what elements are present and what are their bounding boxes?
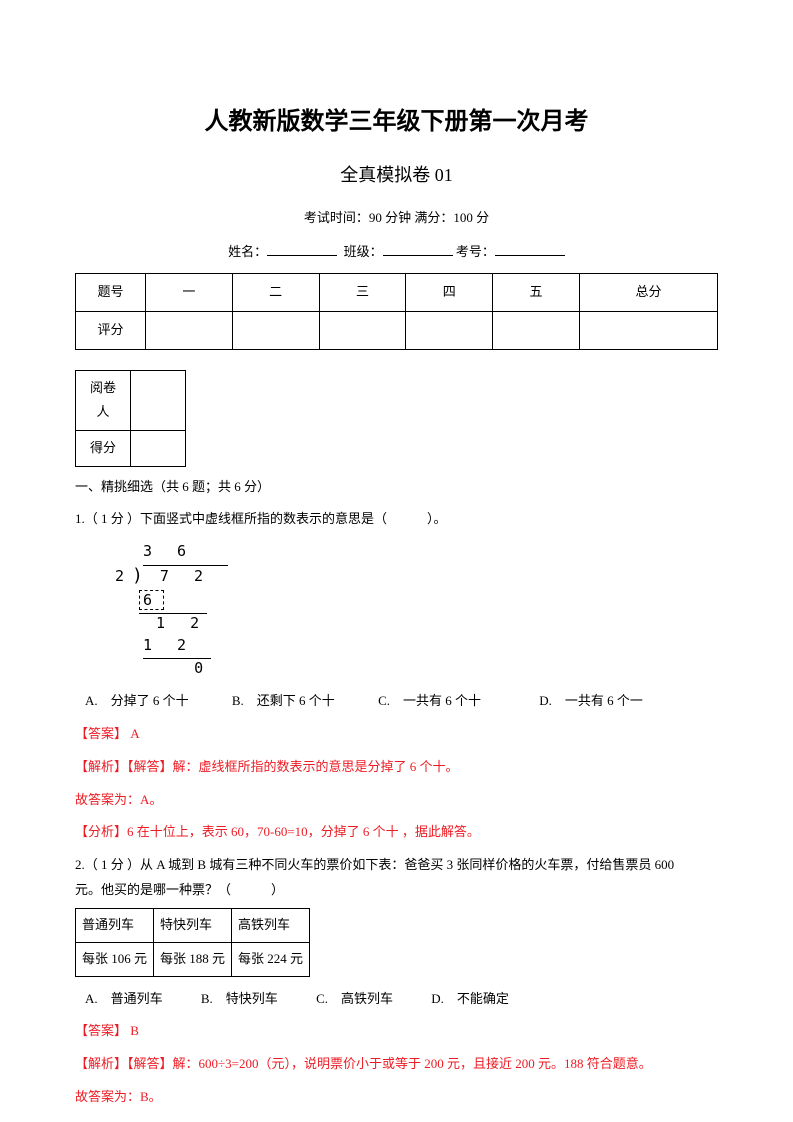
price-table: 普通列车 特快列车 高铁列车 每张 106 元 每张 188 元 每张 224 … <box>75 908 310 976</box>
cell-label: 评分 <box>76 311 146 349</box>
option-d: D. 一共有 6 个一 <box>539 693 643 708</box>
exam-info: 考试时间：90 分钟 满分：100 分 <box>75 206 718 231</box>
table-row: 评分 <box>76 311 718 349</box>
cell-label: 题号 <box>76 274 146 312</box>
dashed-box: 6 <box>139 590 164 610</box>
cell: 每张 188 元 <box>154 942 232 976</box>
cell <box>131 430 186 466</box>
cell: 总分 <box>579 274 717 312</box>
cell: 四 <box>406 274 493 312</box>
cell: 二 <box>232 274 319 312</box>
question-1: 1.（ 1 分 ）下面竖式中虚线框所指的数表示的意思是（ ）。 <box>75 507 718 532</box>
q1-options: A. 分掉了 6 个十 B. 还剩下 6 个十 C. 一共有 6 个十 D. 一… <box>85 689 718 714</box>
table-row: 题号 一 二 三 四 五 总分 <box>76 274 718 312</box>
class-blank <box>383 242 453 256</box>
page-subtitle: 全真模拟卷 01 <box>75 158 718 192</box>
cell: 一 <box>146 274 233 312</box>
class-label: 班级： <box>344 244 383 259</box>
table-row: 普通列车 特快列车 高铁列车 <box>76 909 310 943</box>
table-row: 每张 106 元 每张 188 元 每张 224 元 <box>76 942 310 976</box>
option-b: B. 还剩下 6 个十 <box>232 693 335 708</box>
cell: 每张 106 元 <box>76 942 154 976</box>
cell: 特快列车 <box>154 909 232 943</box>
page-title: 人教新版数学三年级下册第一次月考 <box>75 100 718 146</box>
division-diagram: 3 6 2) 7 2 6 1 2 1 2 0 <box>115 540 718 680</box>
q1-explain3: 【分析】6 在十位上，表示 60，70-60=10，分掉了 6 个十 ，据此解答… <box>75 820 718 845</box>
cell <box>579 311 717 349</box>
cell: 普通列车 <box>76 909 154 943</box>
q2-text1: 2.（ 1 分 ）从 A 城到 B 城有三种不同火车的票价如下表：爸爸买 3 张… <box>75 853 718 878</box>
q1-explain2: 故答案为：A。 <box>75 788 718 813</box>
q2-options: A. 普通列车 B. 特快列车 C. 高铁列车 D. 不能确定 <box>85 987 718 1012</box>
q1-text: 1.（ 1 分 ）下面竖式中虚线框所指的数表示的意思是（ <box>75 511 387 526</box>
option-a: A. 普通列车 <box>85 991 163 1006</box>
cell: 每张 224 元 <box>232 942 310 976</box>
name-blank <box>267 242 337 256</box>
question-2: 2.（ 1 分 ）从 A 城到 B 城有三种不同火车的票价如下表：爸爸买 3 张… <box>75 853 718 902</box>
option-c: C. 一共有 6 个十 <box>378 693 481 708</box>
q2-explain2: 故答案为：B。 <box>75 1085 718 1110</box>
score-table: 题号 一 二 三 四 五 总分 评分 <box>75 273 718 349</box>
cell: 五 <box>493 274 580 312</box>
cell <box>406 311 493 349</box>
cell: 高铁列车 <box>232 909 310 943</box>
option-b: B. 特快列车 <box>201 991 278 1006</box>
cell <box>131 370 186 430</box>
q2-answer: 【答案】 B <box>75 1019 718 1044</box>
cell <box>146 311 233 349</box>
q2-explain1: 【解析】【解答】解：600÷3=200（元），说明票价小于或等于 200 元，且… <box>75 1052 718 1077</box>
q1-answer: 【答案】 A <box>75 722 718 747</box>
number-label: 考号： <box>456 244 495 259</box>
cell: 得分 <box>76 430 131 466</box>
cell <box>493 311 580 349</box>
cell: 阅卷人 <box>76 370 131 430</box>
section-header: 一、精挑细选（共 6 题；共 6 分） <box>75 475 718 500</box>
q1-text-end: ）。 <box>427 511 447 526</box>
cell <box>232 311 319 349</box>
cell: 三 <box>319 274 406 312</box>
cell <box>319 311 406 349</box>
number-blank <box>495 242 565 256</box>
option-c: C. 高铁列车 <box>316 991 393 1006</box>
q2-text2-end: ） <box>271 882 284 897</box>
name-label: 姓名： <box>228 244 267 259</box>
table-row: 得分 <box>76 430 186 466</box>
q2-text2: 元。他买的是哪一种票？（ <box>75 882 231 897</box>
option-a: A. 分掉了 6 个十 <box>85 693 189 708</box>
name-line: 姓名： 班级： 考号： <box>75 240 718 265</box>
grader-table: 阅卷人 得分 <box>75 370 186 467</box>
option-d: D. 不能确定 <box>431 991 509 1006</box>
q1-explain1: 【解析】【解答】解：虚线框所指的数表示的意思是分掉了 6 个十。 <box>75 755 718 780</box>
table-row: 阅卷人 <box>76 370 186 430</box>
